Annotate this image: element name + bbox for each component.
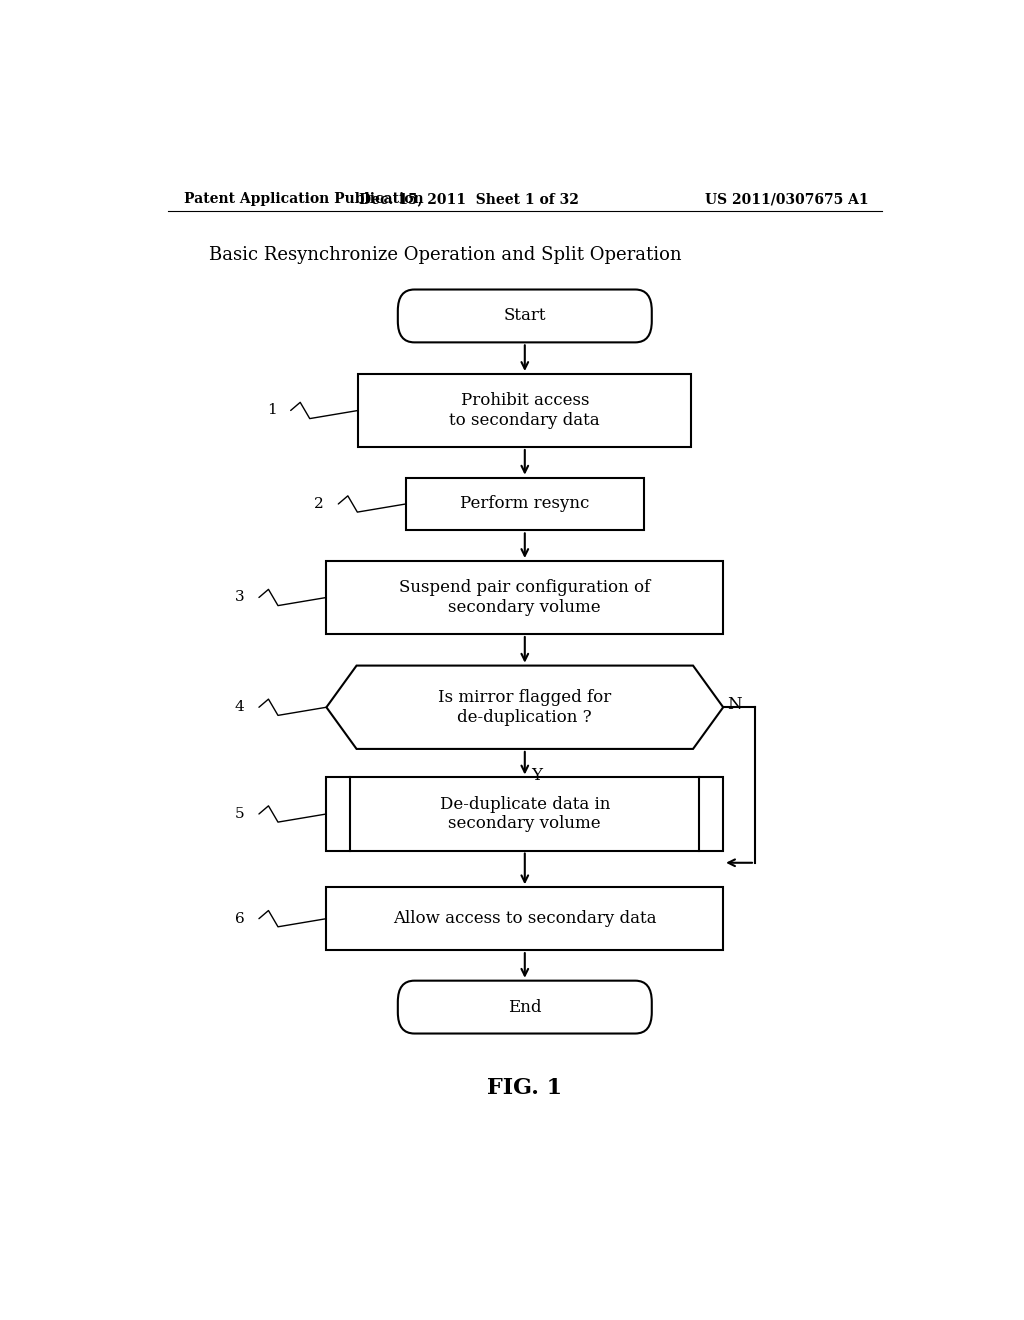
Text: End: End xyxy=(508,999,542,1015)
Bar xyxy=(406,478,644,531)
FancyBboxPatch shape xyxy=(397,981,651,1034)
Text: Start: Start xyxy=(504,308,546,325)
FancyBboxPatch shape xyxy=(397,289,651,342)
Text: Is mirror flagged for
de-duplication ?: Is mirror flagged for de-duplication ? xyxy=(438,689,611,726)
Polygon shape xyxy=(327,665,723,748)
Text: De-duplicate data in
secondary volume: De-duplicate data in secondary volume xyxy=(439,796,610,833)
Text: Suspend pair configuration of
secondary volume: Suspend pair configuration of secondary … xyxy=(399,579,650,616)
Text: Prohibit access
to secondary data: Prohibit access to secondary data xyxy=(450,392,600,429)
Text: 1: 1 xyxy=(266,404,276,417)
Text: N: N xyxy=(727,696,741,713)
Text: Perform resync: Perform resync xyxy=(460,495,590,512)
Bar xyxy=(358,374,691,447)
Text: 3: 3 xyxy=(236,590,245,605)
Bar xyxy=(327,777,723,850)
Bar xyxy=(327,887,723,950)
Text: 5: 5 xyxy=(236,807,245,821)
Text: 6: 6 xyxy=(234,912,245,925)
Text: Patent Application Publication: Patent Application Publication xyxy=(183,191,423,206)
Bar xyxy=(327,561,723,634)
Text: Basic Resynchronize Operation and Split Operation: Basic Resynchronize Operation and Split … xyxy=(209,246,682,264)
Text: 2: 2 xyxy=(314,496,324,511)
Text: US 2011/0307675 A1: US 2011/0307675 A1 xyxy=(705,191,868,206)
Text: 4: 4 xyxy=(234,700,245,714)
Text: Dec. 15, 2011  Sheet 1 of 32: Dec. 15, 2011 Sheet 1 of 32 xyxy=(359,191,580,206)
Text: Allow access to secondary data: Allow access to secondary data xyxy=(393,911,656,927)
Text: FIG. 1: FIG. 1 xyxy=(487,1077,562,1100)
Text: Y: Y xyxy=(531,767,542,784)
